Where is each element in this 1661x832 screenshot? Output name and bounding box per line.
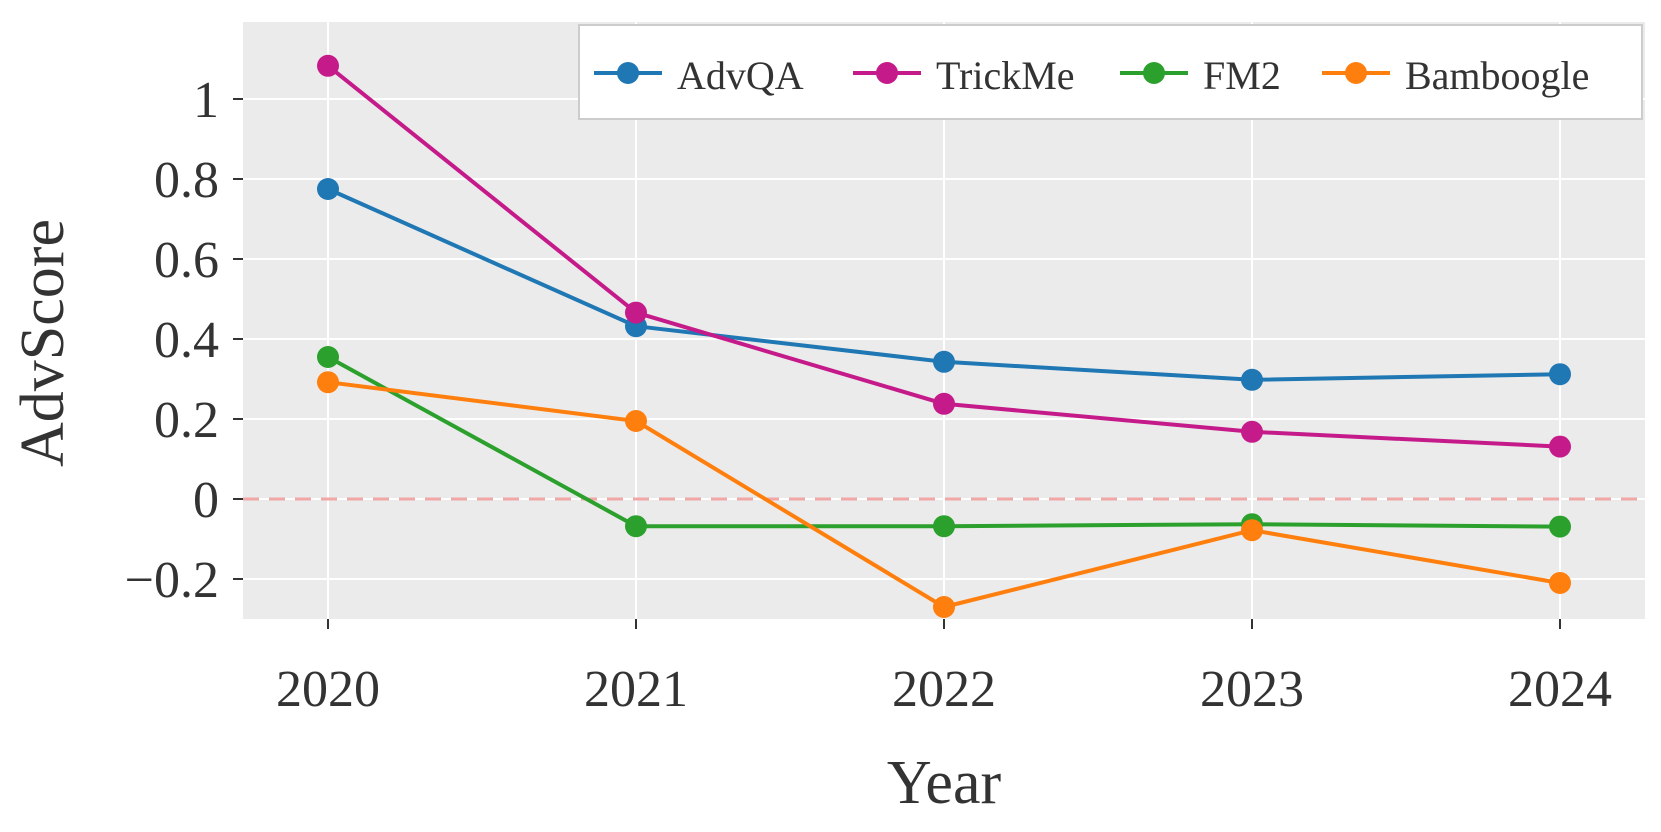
y-axis: 1 0.8 0.6 0.4 0.2 0 −0.2 (125, 72, 243, 609)
legend-item-advqa: AdvQA (594, 53, 804, 98)
series-bamboogle (317, 371, 1571, 618)
data-point-trickme (1549, 435, 1571, 458)
legend: AdvQA TrickMe FM2 Bamboogle (578, 24, 1643, 120)
legend-box (578, 24, 1643, 120)
data-point-bamboogle (1549, 572, 1571, 594)
legend-label: Bamboogle (1405, 53, 1589, 98)
data-point-fm2 (933, 515, 955, 538)
data-point-advqa (1549, 363, 1571, 386)
data-point-bamboogle (317, 371, 339, 394)
data-point-advqa (317, 178, 339, 200)
x-tick-label: 2020 (276, 661, 380, 718)
legend-item-trickme: TrickMe (853, 53, 1075, 98)
y-tick-label: 0.2 (154, 392, 219, 449)
y-tick-label: 0.4 (154, 312, 219, 369)
series-trickme (317, 54, 1571, 458)
legend-label: FM2 (1203, 53, 1281, 98)
y-axis-title: AdvScore (9, 219, 77, 467)
legend-swatch-marker (876, 62, 898, 84)
legend-label: AdvQA (677, 53, 804, 98)
y-tick-label: 0 (193, 472, 219, 529)
y-tick-label: 0.6 (154, 232, 219, 289)
legend-swatch-marker (617, 62, 639, 84)
series (317, 54, 1571, 618)
series-fm2 (317, 346, 1571, 538)
x-axis: 2020 2021 2022 2023 2024 (276, 619, 1612, 718)
data-point-bamboogle (933, 596, 955, 618)
legend-label: TrickMe (936, 53, 1075, 98)
y-tick-label: 0.8 (154, 152, 219, 209)
data-point-trickme (625, 301, 647, 324)
x-tick-label: 2023 (1200, 661, 1304, 718)
data-point-bamboogle (625, 410, 647, 432)
y-tick-label: 1 (193, 72, 219, 129)
x-axis-title: Year (887, 749, 1002, 817)
legend-item-fm2: FM2 (1120, 53, 1281, 98)
data-point-fm2 (317, 346, 339, 368)
x-tick-label: 2024 (1508, 661, 1612, 718)
data-point-fm2 (625, 515, 647, 538)
data-point-advqa (1241, 368, 1263, 391)
x-tick-label: 2022 (892, 661, 996, 718)
data-point-trickme (1241, 420, 1263, 443)
data-point-trickme (933, 392, 955, 415)
data-point-bamboogle (1241, 519, 1263, 542)
legend-swatch-marker (1143, 62, 1165, 84)
data-point-advqa (933, 350, 955, 373)
x-tick-label: 2021 (584, 661, 688, 718)
legend-swatch-marker (1345, 62, 1367, 84)
data-point-trickme (317, 54, 339, 77)
legend-item-bamboogle: Bamboogle (1322, 53, 1589, 98)
y-tick-label: −0.2 (125, 552, 219, 609)
data-point-fm2 (1549, 515, 1571, 538)
